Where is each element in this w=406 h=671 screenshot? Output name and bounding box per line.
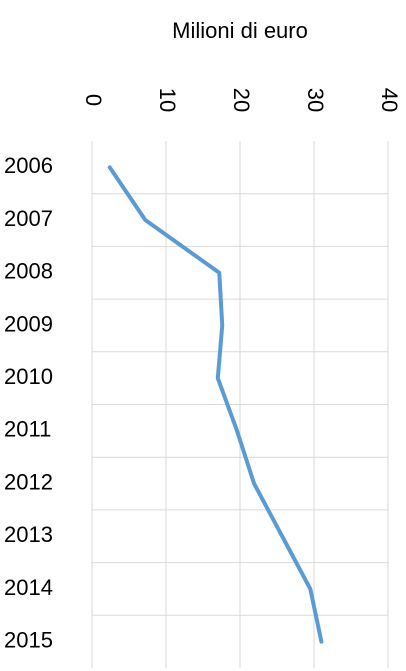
y-tick-label: 2011 xyxy=(4,417,51,442)
x-tick-label: 40 xyxy=(377,88,402,112)
axis-title: Milioni di euro xyxy=(172,18,308,43)
x-tick-label: 0 xyxy=(81,94,106,106)
y-tick-label: 2007 xyxy=(4,206,53,231)
x-tick-label: 10 xyxy=(155,88,180,112)
y-tick-label: 2008 xyxy=(4,259,53,284)
y-tick-label: 2015 xyxy=(4,627,53,652)
y-tick-label: 2006 xyxy=(4,153,53,178)
x-tick-label: 20 xyxy=(229,88,254,112)
y-tick-label: 2013 xyxy=(4,522,53,547)
y-tick-label: 2009 xyxy=(4,311,53,336)
y-tick-label: 2012 xyxy=(4,469,53,494)
x-tick-label: 30 xyxy=(303,88,328,112)
data-line xyxy=(107,165,324,644)
y-tick-label: 2014 xyxy=(4,575,53,600)
y-tick-label: 2010 xyxy=(4,364,53,389)
